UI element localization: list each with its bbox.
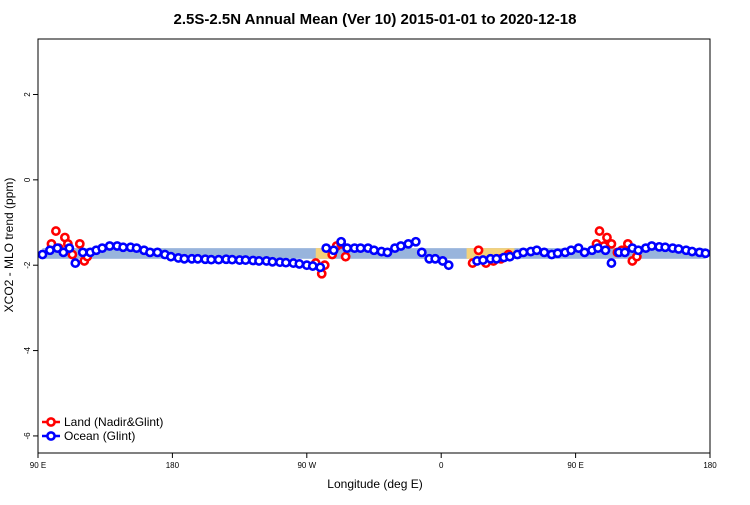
land-data-point (602, 232, 612, 243)
ocean-data-point (443, 260, 454, 271)
x-tick-label: 180 (166, 461, 180, 470)
ocean-data-point (660, 242, 671, 253)
ocean-data-point (97, 243, 108, 254)
land-data-point (594, 226, 605, 236)
ocean-data-point (491, 253, 502, 264)
ocean-data-point (280, 257, 291, 268)
ocean-data-point (403, 238, 414, 249)
ocean-data-point (77, 247, 88, 258)
ocean-data-point (430, 253, 441, 264)
y-tick-label: -4 (23, 346, 32, 354)
land-data-point (473, 245, 484, 256)
ocean-data-point (606, 258, 617, 268)
land-uncertainty-band (466, 248, 515, 259)
ocean-data-point (145, 247, 155, 258)
land-data-point (340, 251, 351, 262)
ocean-data-point (619, 247, 630, 258)
x-tick-label: 180 (703, 461, 717, 470)
ocean-data-point (382, 247, 393, 258)
ocean-data-point (552, 248, 563, 259)
ocean-data-point (70, 258, 81, 268)
ocean-data-point (579, 247, 590, 258)
ocean-data-point (673, 244, 684, 254)
ocean-data-point (166, 251, 176, 262)
ocean-data-point (294, 259, 305, 269)
y-tick-label: -6 (23, 432, 32, 440)
ocean-data-point (478, 255, 488, 265)
ocean-data-point (321, 243, 332, 254)
ocean-legend-label: Ocean (Glint) (64, 429, 135, 443)
y-tick-label: -2 (23, 261, 32, 269)
ocean-data-point (633, 245, 644, 256)
ocean-data-point (566, 245, 577, 256)
land-data-point (51, 226, 61, 236)
ocean-data-point (64, 243, 75, 254)
ocean-data-point (504, 251, 515, 262)
ocean-data-point (267, 256, 278, 267)
x-tick-label: 90 W (297, 461, 316, 470)
ocean-data-point (531, 245, 542, 256)
y-tick-label: 0 (23, 177, 32, 182)
y-axis-title: XCO2 - MLO trend (ppm) (2, 178, 16, 313)
ocean-data-point (518, 247, 529, 258)
ocean-data-point (254, 256, 264, 266)
ocean-data-point (227, 254, 238, 265)
land-data-point (606, 238, 617, 249)
ocean-data-point (355, 243, 366, 254)
ocean-data-point (336, 236, 347, 247)
ocean-data-point (213, 254, 224, 265)
ocean-data-point (410, 236, 421, 247)
ocean-data-point (179, 253, 190, 264)
ocean-data-point (37, 249, 48, 260)
x-axis: 90 E 180 90 W 0 90 E 180 (30, 453, 717, 470)
ocean-data-point (600, 245, 611, 256)
land-uncertainty-band (315, 248, 330, 259)
ocean-data-point (416, 247, 427, 258)
ocean-data-point (45, 245, 55, 256)
y-tick-label: 2 (23, 92, 32, 97)
legend: Land (Nadir&Glint)Ocean (Glint) (42, 415, 163, 443)
ocean-data-point (206, 254, 217, 265)
x-tick-label: 90 E (567, 461, 583, 470)
ocean-data-point (342, 243, 353, 254)
ocean-data-point (328, 245, 339, 256)
ocean-data-point (307, 261, 318, 271)
land-legend-marker (46, 417, 56, 427)
y-axis: 2 0 -2 -4 -6 (23, 92, 38, 440)
ocean-data-point (646, 241, 657, 251)
ocean-legend-marker (46, 431, 56, 441)
ocean-data-point (593, 243, 603, 254)
ocean-data-point (369, 245, 379, 256)
land-legend-label: Land (Nadir&Glint) (64, 415, 163, 429)
ocean-data-point (687, 246, 697, 257)
ocean-data-point (240, 255, 251, 265)
ocean-data-point (700, 248, 711, 259)
x-tick-label: 90 E (30, 461, 46, 470)
ocean-data-point (152, 247, 163, 258)
plot-frame (37, 38, 711, 454)
ocean-data-point (118, 242, 129, 253)
x-tick-label: 0 (439, 461, 444, 470)
ocean-data-point (104, 241, 115, 251)
land-data-point (74, 238, 85, 249)
data-points (37, 226, 711, 279)
ocean-data-point (315, 262, 326, 273)
x-axis-title: Longitude (deg E) (327, 477, 422, 491)
ocean-data-point (131, 243, 142, 254)
ocean-data-point (192, 253, 203, 264)
ocean-data-point (539, 247, 550, 258)
ocean-data-point (395, 241, 406, 251)
chart-title: 2.5S-2.5N Annual Mean (Ver 10) 2015-01-0… (174, 11, 577, 28)
